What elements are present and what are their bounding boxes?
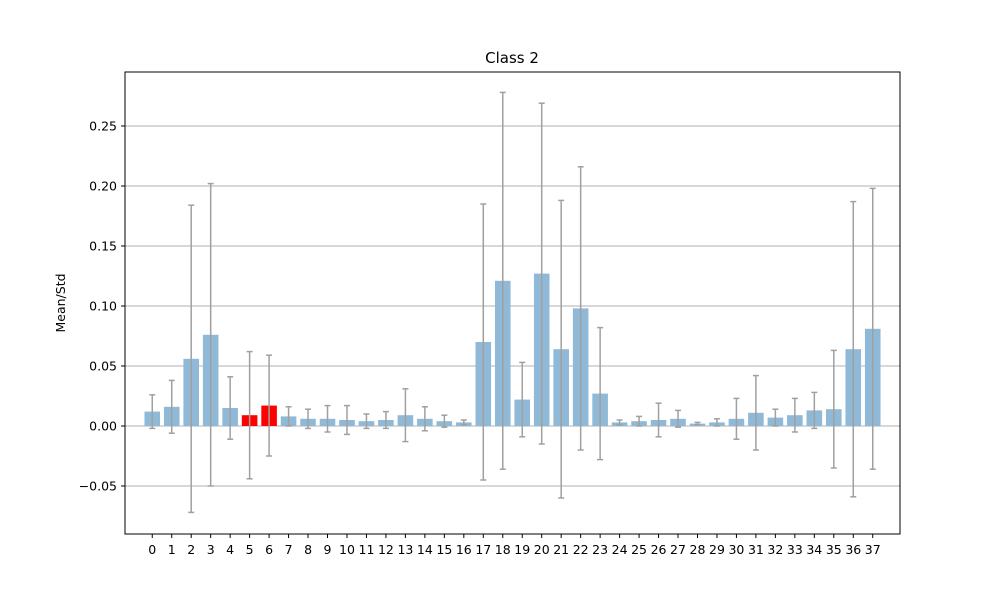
- x-tick-label: 4: [226, 542, 234, 557]
- x-tick-label: 33: [787, 542, 803, 557]
- x-tick-label: 35: [826, 542, 842, 557]
- x-tick-label: 10: [339, 542, 355, 557]
- chart-title: Class 2: [485, 49, 539, 67]
- y-tick-label: −0.05: [79, 479, 117, 494]
- y-tick-label: 0.20: [89, 179, 117, 194]
- y-tick-label: 0.15: [89, 239, 117, 254]
- y-tick-label: 0.00: [89, 419, 117, 434]
- x-tick-label: 25: [631, 542, 647, 557]
- plot-frame: [124, 71, 901, 535]
- x-tick-label: 1: [168, 542, 176, 557]
- x-tick-label: 19: [514, 542, 530, 557]
- x-tick-label: 28: [690, 542, 706, 557]
- x-tick-label: 23: [592, 542, 608, 557]
- x-tick-label: 3: [207, 542, 215, 557]
- x-tick-label: 20: [534, 542, 550, 557]
- x-tick-label: 22: [573, 542, 589, 557]
- x-tick-label: 37: [865, 542, 881, 557]
- error-bars: [149, 91, 876, 514]
- y-tick-label: 0.05: [89, 359, 117, 374]
- x-tick-label: 18: [495, 542, 511, 557]
- x-tick-label: 21: [553, 542, 569, 557]
- x-tick-label: 36: [845, 542, 861, 557]
- x-tick-label: 0: [148, 542, 156, 557]
- x-tick-label: 9: [324, 542, 332, 557]
- x-tick-label: 5: [246, 542, 254, 557]
- y-axis-ticks: −0.05 0.00 0.05 0.10 0.15 0.20 0.25: [79, 119, 125, 494]
- x-tick-label: 11: [359, 542, 375, 557]
- x-axis-ticks: 0 1 2 3 4 5 6 7 8 9 10 11 12 13 14 15 16 17 18 19 20 21 22 23 24…: [148, 534, 881, 557]
- x-tick-label: 16: [456, 542, 472, 557]
- y-axis-label: Mean/Std: [53, 273, 68, 332]
- x-tick-label: 8: [304, 542, 312, 557]
- y-tick-label: 0.25: [89, 119, 117, 134]
- x-tick-label: 27: [670, 542, 686, 557]
- x-tick-label: 2: [187, 542, 195, 557]
- x-tick-label: 34: [806, 542, 822, 557]
- x-tick-label: 14: [417, 542, 433, 557]
- x-tick-label: 24: [612, 542, 628, 557]
- bars: [144, 273, 881, 426]
- x-tick-label: 12: [378, 542, 394, 557]
- y-tick-label: 0.10: [89, 299, 117, 314]
- x-tick-label: 26: [651, 542, 667, 557]
- x-tick-label: 29: [709, 542, 725, 557]
- x-tick-label: 32: [767, 542, 783, 557]
- grid-lines: [125, 125, 900, 487]
- x-tick-label: 6: [265, 542, 273, 557]
- x-tick-label: 15: [436, 542, 452, 557]
- x-tick-label: 13: [397, 542, 413, 557]
- x-tick-label: 30: [728, 542, 744, 557]
- x-tick-label: 31: [748, 542, 764, 557]
- x-tick-label: 17: [475, 542, 491, 557]
- x-tick-label: 7: [285, 542, 293, 557]
